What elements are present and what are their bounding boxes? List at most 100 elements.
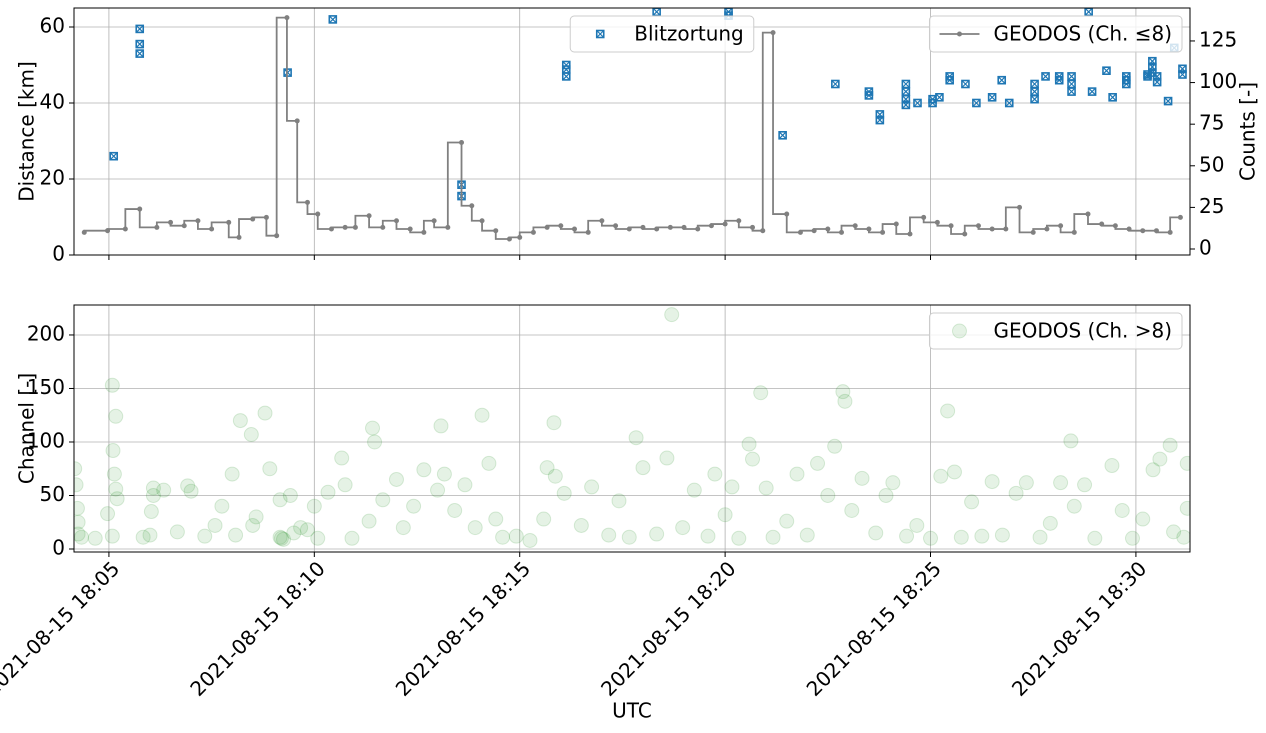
point (811, 228, 817, 234)
point (430, 482, 446, 498)
marker (1102, 66, 1111, 75)
point (100, 506, 116, 522)
marker-box (1030, 94, 1039, 104)
marker-cross (135, 49, 144, 58)
point (375, 492, 391, 508)
marker (778, 131, 787, 140)
point (878, 487, 894, 503)
marker-cross (1108, 93, 1117, 102)
point (758, 480, 774, 496)
step-segment (238, 218, 253, 238)
marker-box (1122, 79, 1131, 89)
marker (972, 98, 981, 108)
point (880, 229, 886, 235)
point (250, 216, 256, 222)
marker-cross (1084, 8, 1093, 16)
point (837, 393, 853, 409)
point (195, 218, 201, 224)
point (989, 226, 995, 232)
marker (987, 93, 997, 102)
marker-box (561, 60, 571, 70)
point (866, 226, 872, 232)
step-segment (354, 214, 370, 228)
marker-cross (997, 76, 1006, 85)
point (789, 466, 805, 482)
point (299, 522, 315, 538)
point (436, 466, 452, 482)
point (852, 223, 858, 229)
point (224, 466, 240, 482)
marker-cross (901, 100, 910, 109)
point (707, 466, 723, 482)
point (1104, 458, 1120, 474)
point (474, 407, 490, 423)
marker-box (1178, 64, 1187, 74)
point (445, 224, 451, 230)
marker-box (913, 98, 922, 108)
point (770, 30, 776, 36)
point (1176, 529, 1190, 545)
axes-frame (73, 7, 1191, 256)
marker-box (135, 49, 145, 58)
point (1145, 462, 1161, 478)
marker-box (1102, 66, 1111, 75)
point (1124, 530, 1140, 546)
point (724, 479, 740, 495)
step-segment (1087, 214, 1102, 225)
step-segment (275, 16, 287, 236)
point (106, 466, 122, 482)
marker-cross (109, 152, 118, 161)
point (1126, 226, 1132, 232)
point (81, 229, 87, 235)
step-segment (470, 205, 483, 222)
step-segment (494, 230, 510, 240)
point (1030, 229, 1036, 235)
point (447, 502, 463, 518)
marker-box (1067, 87, 1076, 96)
marker-box (1087, 87, 1097, 96)
point (825, 226, 831, 232)
marker (928, 98, 937, 108)
marker (1152, 77, 1162, 87)
point (626, 226, 632, 232)
point (844, 502, 860, 518)
point (273, 530, 289, 546)
point (395, 520, 411, 536)
point (1087, 530, 1103, 546)
point (183, 483, 199, 499)
legend-label: GEODOS (Ch. >8) (993, 319, 1172, 343)
y-tick-label: 0 (52, 536, 65, 560)
point (407, 226, 413, 232)
panel: 0 20 40 60 0 25 50 75 100 125 Distance [km] Counts … (15, 7, 1260, 266)
point (416, 462, 432, 478)
point (367, 434, 383, 450)
marker-box (1163, 96, 1173, 106)
point (547, 468, 563, 484)
point (544, 224, 550, 230)
point (1140, 228, 1146, 234)
point (1003, 226, 1009, 232)
step-segment (1073, 213, 1088, 233)
marker-cross (1143, 72, 1152, 81)
point (479, 218, 485, 224)
point (558, 223, 564, 229)
step-segment (306, 202, 318, 215)
point (320, 484, 336, 500)
point (585, 229, 591, 235)
y2-tick-label: 125 (1199, 27, 1237, 51)
point (975, 223, 981, 229)
marker (1067, 87, 1076, 96)
point (1063, 433, 1079, 449)
marker-cross (864, 91, 873, 100)
marker-box (1148, 62, 1157, 72)
step-segment (1018, 207, 1034, 234)
point (1162, 437, 1178, 453)
point (481, 455, 497, 471)
marker (328, 15, 338, 24)
marker-cross (928, 99, 937, 107)
marker-cross (562, 72, 571, 81)
point (508, 528, 524, 544)
point (1114, 502, 1130, 518)
legend: GEODOS (Ch. >8) (928, 312, 1183, 350)
point (137, 206, 143, 212)
